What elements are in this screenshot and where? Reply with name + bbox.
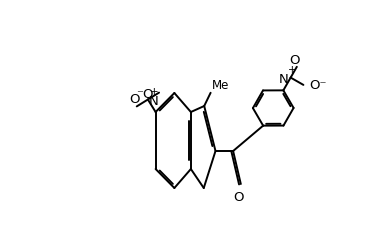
Text: Me: Me [212, 79, 229, 92]
Text: O: O [233, 190, 244, 203]
Text: ⁻O: ⁻O [136, 88, 153, 101]
Text: +: + [151, 87, 159, 97]
Text: O: O [289, 54, 300, 66]
Text: O⁻: O⁻ [309, 79, 326, 92]
Text: O: O [129, 93, 140, 106]
Text: N: N [279, 72, 288, 86]
Text: +: + [288, 65, 297, 75]
Text: N: N [149, 94, 159, 107]
